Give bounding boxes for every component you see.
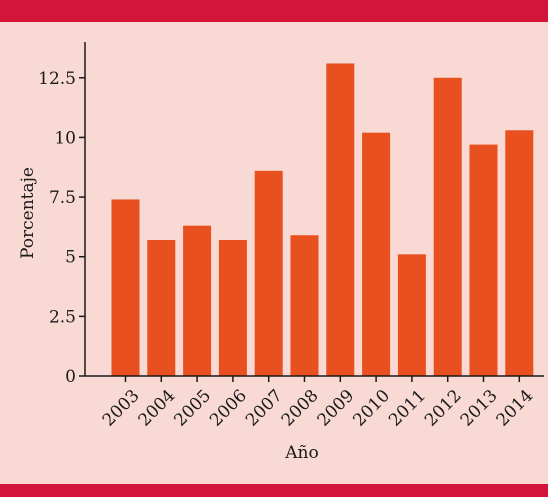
bar-2008 xyxy=(290,235,319,376)
x-axis-label: Año xyxy=(284,443,318,463)
y-tick-label: 7.5 xyxy=(49,188,76,208)
x-tick-label-2007: 2007 xyxy=(242,386,287,431)
x-tick-label-2013: 2013 xyxy=(457,386,502,431)
bottom-border-band xyxy=(0,484,548,497)
x-tick-label-2009: 2009 xyxy=(314,386,359,431)
x-tick-label-2010: 2010 xyxy=(349,386,394,431)
y-tick-label: 10 xyxy=(54,128,76,148)
x-tick-label-2004: 2004 xyxy=(135,386,180,431)
bar-2009 xyxy=(326,63,355,376)
x-tick-label-2006: 2006 xyxy=(206,386,251,431)
x-tick-label-2014: 2014 xyxy=(493,386,538,431)
bar-2010 xyxy=(362,132,391,376)
bar-2003 xyxy=(111,199,140,376)
bar-2011 xyxy=(397,254,426,376)
x-tick-label-2012: 2012 xyxy=(421,386,466,431)
x-ticks-group: 2003200420052006200720082009201020112012… xyxy=(99,376,538,431)
bar-2012 xyxy=(433,77,462,377)
x-tick-label-2003: 2003 xyxy=(99,386,144,431)
y-tick-label: 0 xyxy=(65,367,76,387)
x-tick-label-2008: 2008 xyxy=(278,386,323,431)
bar-2005 xyxy=(183,225,212,376)
bar-2013 xyxy=(469,144,498,376)
y-tick-label: 12.5 xyxy=(38,69,76,89)
top-border-band xyxy=(0,0,548,22)
x-tick-label-2005: 2005 xyxy=(170,386,215,431)
y-tick-label: 5 xyxy=(65,248,76,268)
x-tick-label-2011: 2011 xyxy=(385,386,430,431)
bar-2007 xyxy=(254,170,283,376)
bar-2014 xyxy=(505,130,534,376)
y-tick-label: 2.5 xyxy=(49,307,76,327)
bars-group xyxy=(111,63,534,377)
y-ticks-group: 0 2.5 5 7.5 10 12.5 xyxy=(38,69,85,387)
bar-2004 xyxy=(147,240,176,376)
y-axis-label: Porcentaje xyxy=(18,167,38,259)
bar-2006 xyxy=(218,240,247,376)
